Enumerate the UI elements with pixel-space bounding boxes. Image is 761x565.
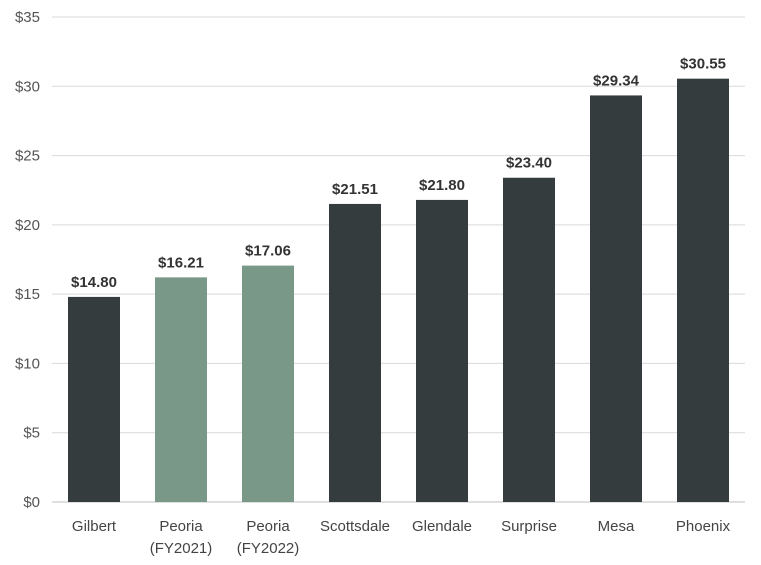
y-tick-label: $5 <box>23 425 40 442</box>
y-tick-label: $25 <box>15 148 40 165</box>
y-tick-label: $15 <box>15 286 40 303</box>
data-label: $30.55 <box>680 56 726 73</box>
x-tick-label: Phoenix <box>676 518 731 535</box>
data-label: $17.06 <box>245 243 291 260</box>
y-tick-label: $30 <box>15 78 40 95</box>
data-label: $29.34 <box>593 72 640 89</box>
bar <box>242 265 294 502</box>
x-tick-label: Gilbert <box>72 518 117 535</box>
x-tick-label: Mesa <box>598 518 635 535</box>
x-tick-label: Glendale <box>412 518 472 535</box>
bar <box>503 177 555 502</box>
bar <box>677 78 729 503</box>
bar <box>68 296 120 502</box>
data-label: $21.80 <box>419 177 465 194</box>
x-tick-label: Scottsdale <box>320 518 390 535</box>
y-tick-label: $0 <box>23 494 40 511</box>
data-label: $16.21 <box>158 254 204 271</box>
x-tick-label: Surprise <box>501 518 557 535</box>
x-tick-label: Peoria (FY2022) <box>237 518 300 557</box>
data-label: $23.40 <box>506 155 552 172</box>
y-tick-label: $10 <box>15 355 40 372</box>
data-label: $14.80 <box>71 274 117 291</box>
value-labels: $14.80 $16.21 $17.06 $21.51 $21.80 $23.40 $29.… <box>71 56 726 291</box>
y-axis-tick-labels: $0 $5 $10 $15 $20 $25 $30 $35 <box>15 9 40 511</box>
bars <box>68 78 729 503</box>
y-tick-label: $35 <box>15 9 40 26</box>
bar <box>416 199 468 502</box>
y-tick-label: $20 <box>15 217 40 234</box>
x-tick-label: Peoria (FY2021) <box>150 518 213 557</box>
bar <box>329 203 381 502</box>
bar <box>590 95 642 502</box>
category-labels: Gilbert Peoria (FY2021) Peoria (FY2022) Scott… <box>72 518 731 557</box>
bar <box>155 277 207 502</box>
data-label: $21.51 <box>332 181 378 198</box>
